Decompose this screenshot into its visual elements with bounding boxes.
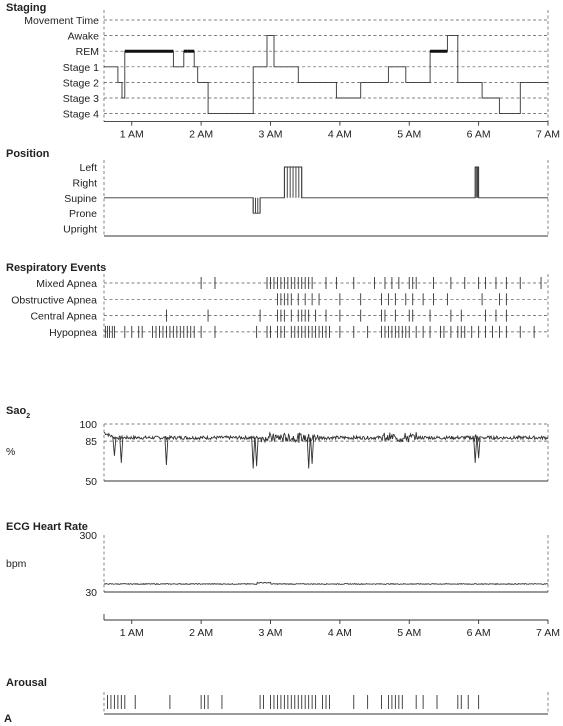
position-row-label: Right bbox=[72, 177, 97, 189]
time-axis-tick-label: 3 AM bbox=[259, 627, 283, 639]
arousal-panel: Arousal bbox=[6, 677, 549, 715]
ecg-panel: ECG Heart Rate bpm 300 30 bbox=[6, 521, 549, 599]
staging-x-tick-label: 2 AM bbox=[189, 129, 213, 141]
time-axis: 1 AM 2 AM 3 AM 4 AM 5 AM 6 AM 7 AM bbox=[103, 614, 560, 639]
ecg-title: ECG Heart Rate bbox=[6, 521, 88, 533]
staging-x-tick-label: 7 AM bbox=[536, 129, 560, 141]
arousal-title: Arousal bbox=[6, 677, 47, 689]
time-axis-tick-label: 5 AM bbox=[397, 627, 421, 639]
respiratory-row-label: Central Apnea bbox=[30, 311, 97, 323]
sao2-desaturation-dip bbox=[251, 437, 256, 469]
sao2-desaturation-dip bbox=[306, 437, 311, 469]
ecg-ytick-label: 300 bbox=[79, 530, 97, 542]
time-axis-tick-label: 2 AM bbox=[189, 627, 213, 639]
time-axis-tick-label: 1 AM bbox=[120, 627, 144, 639]
position-row-label: Supine bbox=[64, 193, 97, 205]
sao2-ytick-label: 85 bbox=[85, 436, 97, 448]
staging-row-label: REM bbox=[76, 46, 99, 58]
position-row-label: Upright bbox=[63, 224, 97, 236]
staging-x-tick-label: 5 AM bbox=[397, 129, 421, 141]
ecg-trace bbox=[103, 581, 549, 586]
sao2-desaturation-dip bbox=[112, 437, 117, 456]
time-axis-tick-label: 7 AM bbox=[536, 627, 560, 639]
staging-row-label: Stage 1 bbox=[63, 62, 99, 74]
sao2-desaturation-dip bbox=[310, 437, 315, 464]
position-trace bbox=[104, 166, 548, 214]
staging-x-tick-label: 6 AM bbox=[467, 129, 491, 141]
sao2-desaturation-dip bbox=[164, 437, 169, 466]
time-axis-tick-label: 4 AM bbox=[328, 627, 352, 639]
sao2-desaturation-dip bbox=[473, 437, 478, 463]
sao2-title: Sao2 bbox=[6, 405, 30, 420]
staging-row-label: Stage 3 bbox=[63, 93, 99, 105]
position-row-label: Prone bbox=[69, 208, 97, 220]
position-title: Position bbox=[6, 148, 50, 160]
sao2-panel: Sao2% 100 85 50 bbox=[6, 405, 549, 488]
staging-x-tick-label: 3 AM bbox=[259, 129, 283, 141]
respiratory-row-label: Hypopnea bbox=[49, 327, 97, 339]
sao2-ylabel: % bbox=[6, 446, 15, 458]
position-panel: Position Left Right Supine Prone Upright bbox=[6, 148, 548, 236]
sao2-desaturation-dip bbox=[476, 437, 481, 459]
ecg-ylabel: bpm bbox=[6, 558, 27, 570]
respiratory-row-label: Obstructive Apnea bbox=[11, 294, 97, 306]
staging-hypnogram bbox=[104, 35, 548, 115]
sao2-ytick-label: 100 bbox=[79, 419, 97, 431]
staging-x-tick-label: 1 AM bbox=[120, 129, 144, 141]
staging-x-tick-label: 4 AM bbox=[328, 129, 352, 141]
figure-label: A bbox=[4, 713, 12, 725]
staging-row-label: Movement Time bbox=[24, 15, 99, 27]
position-row-label: Left bbox=[79, 162, 97, 174]
ecg-ytick-label: 30 bbox=[85, 587, 97, 599]
respiratory-title: Respiratory Events bbox=[6, 262, 106, 274]
respiratory-row-label: Mixed Apnea bbox=[36, 278, 97, 290]
staging-row-label: Stage 4 bbox=[63, 109, 99, 121]
staging-row-label: Awake bbox=[68, 31, 99, 43]
sao2-ytick-label: 50 bbox=[85, 476, 97, 488]
sao2-desaturation-dip bbox=[119, 437, 124, 463]
staging-row-label: Stage 2 bbox=[63, 77, 99, 89]
staging-title: Staging bbox=[6, 2, 46, 14]
respiratory-panel: Respiratory Events Mixed Apnea Obstructive… bbox=[6, 262, 549, 340]
sao2-desaturation-dip bbox=[254, 437, 259, 467]
time-axis-tick-label: 6 AM bbox=[467, 627, 491, 639]
